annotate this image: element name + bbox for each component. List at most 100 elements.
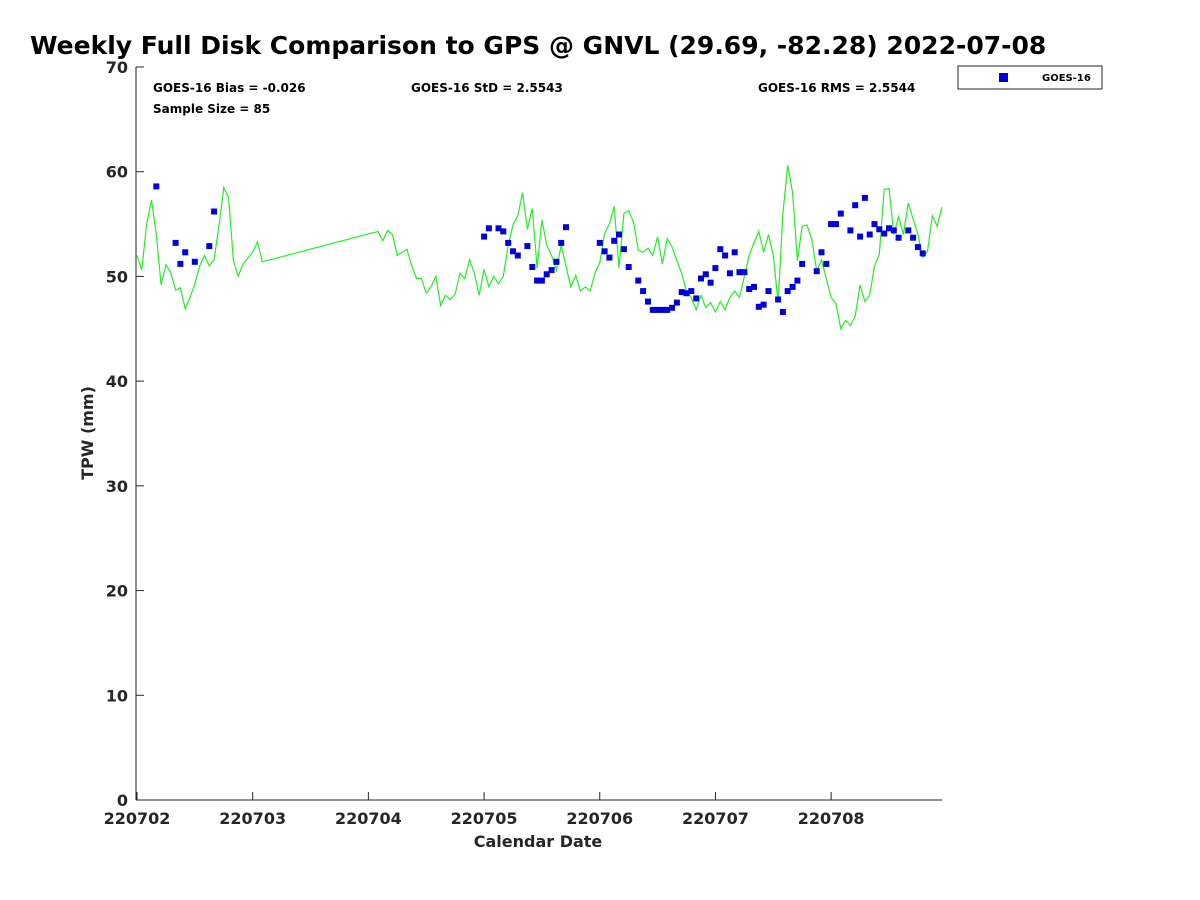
x-tick-label: 220706 (566, 809, 633, 828)
goes16-point (505, 239, 512, 246)
y-axis-ticks: 0 10 20 30 40 50 60 70 (106, 58, 144, 810)
goes16-point (871, 221, 878, 228)
goes16-point (813, 268, 820, 275)
goes16-point (775, 296, 782, 303)
goes16-point (789, 283, 796, 290)
goes16-point (876, 226, 883, 233)
goes16-point (182, 249, 189, 256)
goes16-point (548, 267, 555, 274)
goes16-point (794, 277, 801, 284)
goes16-point (852, 202, 859, 209)
x-tick-label: 220705 (451, 809, 518, 828)
bias-stat: GOES-16 Bias = -0.026 (153, 81, 306, 95)
goes-marker-layer (153, 183, 926, 315)
goes16-point (510, 248, 516, 255)
goes16-point (726, 270, 733, 277)
goes16-point (543, 271, 550, 278)
goes16-point (524, 243, 531, 250)
gps-tpw-line (136, 165, 943, 331)
goes16-point (177, 260, 184, 267)
goes16-point (760, 301, 767, 308)
goes16-point (191, 258, 198, 265)
goes16-point (683, 290, 690, 297)
goes16-point (645, 298, 651, 305)
y-tick-label: 20 (106, 582, 128, 601)
goes16-point (890, 227, 897, 234)
x-tick-label: 220707 (682, 809, 749, 828)
goes16-point (611, 237, 618, 244)
goes16-point (678, 289, 685, 296)
y-tick-label: 10 (106, 686, 128, 705)
goes16-point (779, 309, 786, 315)
x-axis-ticks: 220702 220703 220704 220705 220706 220707 2207… (104, 792, 865, 828)
goes16-point (712, 265, 719, 272)
goes16-point (861, 194, 868, 201)
goes16-point (823, 260, 830, 267)
x-axis-label: Calendar Date (474, 832, 603, 851)
goes16-point (886, 225, 892, 232)
goes16-point (784, 288, 791, 295)
goes16-point (914, 244, 921, 251)
goes16-point (765, 288, 772, 295)
goes16-point (529, 264, 536, 270)
goes16-point (625, 264, 632, 270)
y-tick-label: 30 (106, 477, 128, 496)
goes16-point (857, 233, 864, 240)
y-tick-label: 50 (106, 267, 128, 286)
goes16-point (563, 224, 569, 231)
chart-title: Weekly Full Disk Comparison to GPS @ GNV… (30, 31, 1046, 60)
y-tick-label: 40 (106, 372, 128, 391)
goes16-point (751, 283, 757, 290)
goes16-point (731, 249, 738, 256)
goes16-point (818, 249, 825, 256)
goes16-point (481, 233, 488, 240)
goes16-point (741, 269, 748, 276)
goes16-point (895, 234, 902, 241)
goes16-point (905, 227, 912, 234)
goes16-point (596, 239, 603, 246)
legend-marker (999, 73, 1008, 82)
goes16-point (649, 306, 656, 313)
x-tick-label: 220703 (219, 809, 286, 828)
goes16-point (881, 230, 888, 237)
goes16-point (534, 277, 541, 284)
goes16-point (616, 231, 622, 238)
goes16-point (153, 183, 160, 190)
goes16-point (664, 306, 671, 313)
goes16-point (702, 271, 709, 278)
goes16-point (833, 221, 839, 228)
goes16-point (553, 258, 560, 265)
goes16-point (659, 306, 666, 313)
goes16-point (722, 252, 729, 259)
goes16-point (635, 277, 642, 284)
goes16-point (654, 306, 661, 313)
goes16-point (601, 248, 608, 255)
sample-size-stat: Sample Size = 85 (153, 102, 270, 116)
goes16-point (799, 260, 806, 267)
goes16-point (688, 288, 695, 295)
goes16-point (606, 254, 613, 261)
goes16-point (847, 227, 854, 234)
goes16-point (828, 221, 835, 228)
goes16-point (707, 279, 714, 286)
x-tick-label: 220708 (798, 809, 865, 828)
goes16-point (514, 252, 521, 259)
goes16-point (919, 250, 926, 257)
rms-stat: GOES-16 RMS = 2.5544 (758, 81, 915, 95)
goes16-point (837, 210, 844, 217)
x-tick-label: 220704 (335, 809, 402, 828)
std-stat: GOES-16 StD = 2.5543 (411, 81, 563, 95)
goes16-point (698, 275, 704, 282)
goes16-point (755, 303, 762, 310)
goes16-point (746, 286, 753, 292)
goes16-point (558, 239, 565, 246)
goes16-point (206, 243, 213, 250)
goes16-point (620, 246, 627, 253)
goes16-point (736, 269, 743, 276)
legend-label: GOES-16 (1042, 73, 1091, 84)
y-tick-label: 0 (117, 791, 128, 810)
goes16-point (172, 239, 179, 246)
goes16-point (673, 299, 680, 306)
goes16-point (500, 228, 507, 235)
